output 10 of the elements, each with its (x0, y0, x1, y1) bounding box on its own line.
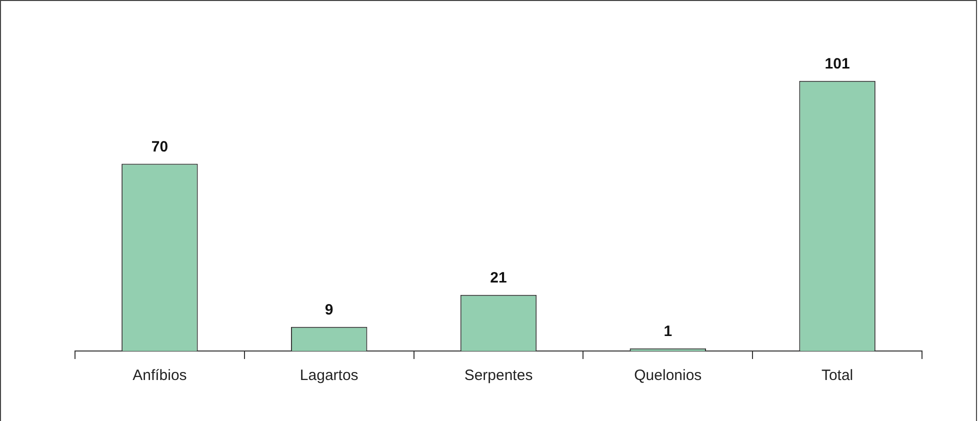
x-tick-label: Quelonios (634, 367, 702, 384)
data-label: 9 (324, 302, 334, 319)
data-label: 1 (664, 322, 672, 340)
data-label: 70 (151, 138, 168, 156)
x-tick-label: Total (821, 367, 854, 384)
data-label: 101 (824, 55, 850, 72)
x-tick-label: Anfíbios (132, 367, 187, 384)
x-tick-label: Serpentes (464, 367, 533, 384)
x-tick-label: Lagartos (300, 367, 358, 384)
data-label: 21 (490, 269, 507, 286)
